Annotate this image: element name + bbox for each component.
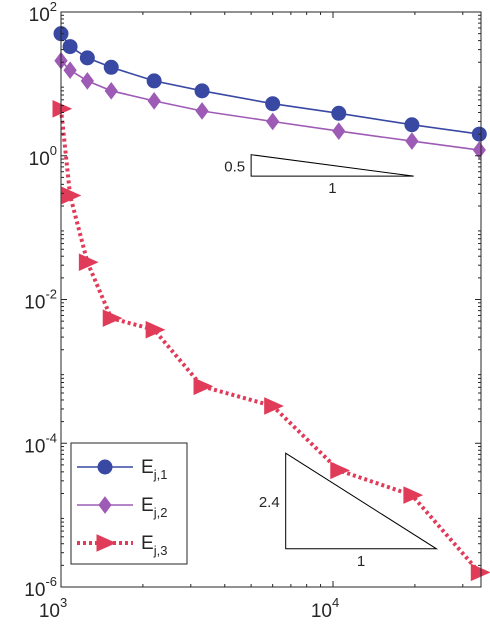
data-point-2-9 xyxy=(405,132,419,150)
data-point-2-3 xyxy=(80,72,94,90)
slope-triangle-upper-rise-label: 0.5 xyxy=(224,158,245,175)
slope-triangle-lower: 2.41 xyxy=(259,452,439,570)
series-j-1 xyxy=(53,26,487,142)
legend-marker-1 xyxy=(97,459,113,475)
slope-triangle-upper-shape xyxy=(250,154,414,177)
legend-marker-2 xyxy=(98,496,112,514)
series-line-2 xyxy=(60,60,480,151)
legend-entry-1: Ej,1 xyxy=(77,457,167,482)
slope-triangle-upper-run-label: 1 xyxy=(328,180,336,197)
data-point-1-2 xyxy=(62,39,78,55)
y-tick-label-2: 100 xyxy=(29,143,57,170)
y-tick-label-4: 10-4 xyxy=(24,430,57,457)
slope-triangle-upper: 0.51 xyxy=(224,154,414,197)
data-point-3-2 xyxy=(61,186,82,205)
legend-marker-3 xyxy=(96,534,117,552)
data-point-1-3 xyxy=(79,50,95,66)
data-point-1-9 xyxy=(404,117,420,133)
x-tick-label-2: 104 xyxy=(311,595,339,622)
data-point-3-4 xyxy=(102,309,123,327)
data-point-3-5 xyxy=(145,320,166,339)
x-tick-label-1: 103 xyxy=(39,595,67,622)
legend-entry-2: Ej,2 xyxy=(77,495,167,520)
slope-triangle-lower-run-label: 1 xyxy=(357,553,365,570)
legend-box xyxy=(70,442,188,565)
data-point-2-8 xyxy=(332,122,346,140)
data-point-2-7 xyxy=(266,112,280,131)
series-line-1 xyxy=(60,33,480,135)
slope-triangles: 0.512.41 xyxy=(224,154,439,570)
y-tick-label-3: 10-2 xyxy=(24,287,57,314)
slope-triangle-lower-shape xyxy=(285,452,439,550)
data-point-1-6 xyxy=(194,83,210,99)
series-line-3 xyxy=(59,108,481,574)
series-j-2 xyxy=(54,51,486,159)
data-point-2-6 xyxy=(195,102,209,120)
data-point-3-7 xyxy=(264,397,284,415)
data-point-3-10 xyxy=(470,563,490,582)
data-point-3-3 xyxy=(78,253,99,272)
data-point-2-4 xyxy=(104,82,118,100)
data-point-1-7 xyxy=(265,96,281,112)
data-point-1-5 xyxy=(146,73,162,89)
legend: Ej,1 Ej,2 Ej,3 xyxy=(70,442,188,565)
y-tick-label-1: 102 xyxy=(29,0,57,26)
legend-label-3: Ej,3 xyxy=(141,533,167,558)
data-point-2-2 xyxy=(63,61,77,80)
y-tick-label-5: 10-6 xyxy=(24,574,57,601)
data-point-2-5 xyxy=(147,92,161,110)
series-layer xyxy=(52,26,490,582)
data-point-3-8 xyxy=(330,461,351,480)
data-point-3-9 xyxy=(403,486,424,504)
data-point-3-6 xyxy=(193,377,214,396)
slope-triangle-lower-rise-label: 2.4 xyxy=(259,494,280,511)
legend-entry-3: Ej,3 xyxy=(77,533,167,558)
data-point-1-8 xyxy=(331,105,347,121)
legend-label-1: Ej,1 xyxy=(141,457,167,482)
data-point-2-10 xyxy=(472,141,486,159)
legend-label-2: Ej,2 xyxy=(141,495,167,520)
data-point-1-4 xyxy=(103,59,119,75)
series-j-3 xyxy=(52,100,490,582)
